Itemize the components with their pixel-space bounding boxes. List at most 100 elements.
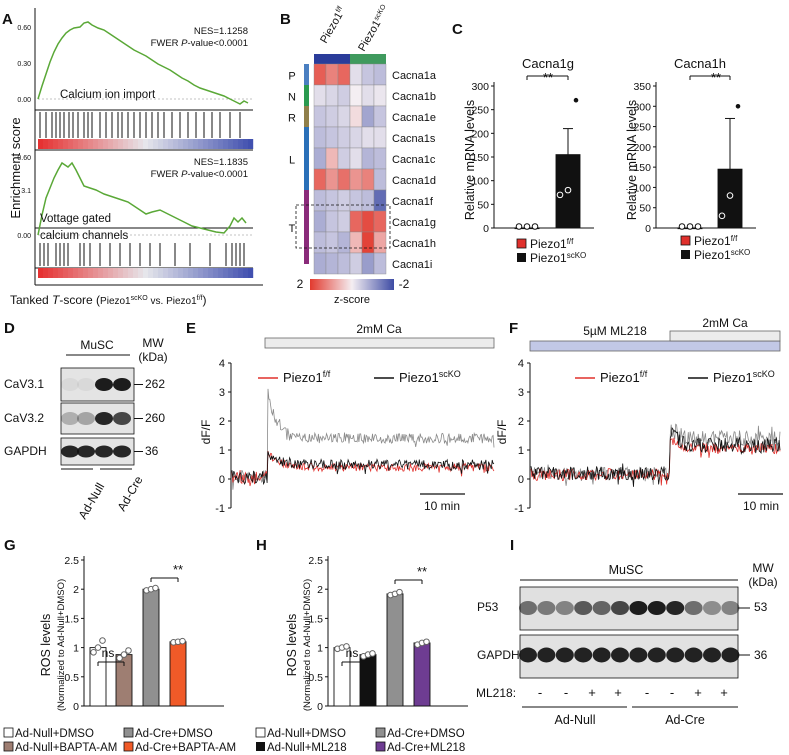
gsea-rank-cell bbox=[168, 139, 174, 149]
heatmap-cell bbox=[313, 63, 327, 86]
gsea-rank-cell bbox=[198, 268, 204, 278]
data-point bbox=[343, 643, 350, 650]
heatmap-cell bbox=[361, 189, 375, 212]
gsea-bot-hit-ticks bbox=[39, 243, 245, 266]
y-tick-label: 350 bbox=[633, 81, 651, 93]
gsea-rank-cell bbox=[248, 268, 254, 278]
gsea-rank-cell bbox=[48, 139, 54, 149]
heatmap-cell bbox=[361, 126, 375, 149]
blot-d-band bbox=[61, 445, 79, 458]
gsea-rank-cell bbox=[108, 268, 114, 278]
gsea-rank-cell bbox=[88, 268, 94, 278]
heatmap-gene-label: Cacna1e bbox=[392, 112, 436, 124]
panel-letter-f: F bbox=[509, 320, 518, 337]
gsea-rank-cell bbox=[248, 139, 254, 149]
data-point bbox=[125, 647, 132, 654]
heatmap-cell bbox=[373, 189, 387, 212]
heatmap-cell bbox=[349, 105, 363, 128]
blot-i-band-p53 bbox=[592, 601, 611, 615]
gsea-rank-cell bbox=[193, 139, 199, 149]
gsea-rank-cell bbox=[133, 268, 139, 278]
y-tick-label: 0 bbox=[645, 223, 651, 235]
heatmap-cell bbox=[349, 189, 363, 212]
bar bbox=[169, 641, 187, 707]
gsea-rank-cell bbox=[73, 139, 79, 149]
blot-i-band-p53 bbox=[574, 601, 593, 615]
data-point bbox=[726, 192, 734, 199]
blot-d-header: MuSC bbox=[80, 338, 114, 352]
heatmap-family-bar bbox=[304, 106, 309, 127]
heatmap-group-2: Piezo1scKO bbox=[356, 3, 392, 53]
blot-i-band-gapdh bbox=[647, 647, 666, 663]
blot-i-band-gapdh bbox=[703, 647, 721, 663]
e-scale-label: 10 min bbox=[424, 499, 460, 513]
gsea-top-tick-0: 0.60 bbox=[17, 25, 31, 32]
y-tick-label: 0 bbox=[317, 701, 323, 713]
h-legend-0: Ad-Null+DMSO bbox=[267, 728, 346, 740]
e-axis: -1 0 1 2 3 4 bbox=[215, 358, 232, 515]
g-legend-swatch-1 bbox=[3, 741, 14, 752]
gsea-rank-cell bbox=[228, 268, 234, 278]
blot-i-band-p53 bbox=[703, 601, 721, 615]
heatmap-family-label: R bbox=[288, 113, 296, 125]
y-tick-label: 300 bbox=[471, 81, 489, 93]
trace-y-tick-label: 1 bbox=[518, 445, 524, 457]
f-calcium-bar bbox=[669, 330, 781, 342]
gsea-rank-cell bbox=[98, 268, 104, 278]
heatmap-cell bbox=[349, 126, 363, 149]
e-ylabel: dF/F bbox=[199, 420, 213, 445]
blot-d-row-0: CaV3.1 bbox=[4, 377, 44, 391]
gsea-rank-cell bbox=[188, 139, 194, 149]
blot-d-group-1: Ad-Null bbox=[75, 480, 107, 521]
trace-y-tick-label: 2 bbox=[219, 416, 225, 428]
heatmap-gene-label: Cacna1g bbox=[392, 217, 436, 229]
heatmap-family-label: L bbox=[289, 155, 295, 167]
g-legend-1: Ad-Null+BAPTA-AM bbox=[15, 742, 117, 754]
heatmap-cell bbox=[349, 147, 363, 170]
heatmap-cell bbox=[337, 231, 351, 254]
gsea-rank-cell bbox=[193, 268, 199, 278]
trace-y-tick-label: 1 bbox=[219, 445, 225, 457]
gsea-bot-term-1: Vottage gated bbox=[40, 213, 111, 225]
blot-i-treat-mark: + bbox=[588, 685, 596, 700]
gsea-rank-cell bbox=[178, 268, 184, 278]
gsea-rank-cell bbox=[128, 268, 134, 278]
gsea-rank-cell bbox=[203, 139, 209, 149]
panel-letter-g: G bbox=[4, 537, 16, 554]
heatmap-cell bbox=[325, 147, 339, 170]
heatmap-cell bbox=[373, 105, 387, 128]
heatmap-cell bbox=[325, 126, 339, 149]
y-tick-label: 0 bbox=[483, 223, 489, 235]
heatmap-cell bbox=[337, 210, 351, 233]
gsea-rank-cell bbox=[218, 139, 224, 149]
panel-letter-e: E bbox=[186, 320, 196, 337]
heatmap-gene-label: Cacna1b bbox=[392, 91, 436, 103]
heatmap-cell bbox=[313, 252, 327, 275]
trace-y-tick-label: 3 bbox=[219, 387, 225, 399]
f-scale-label: 10 min bbox=[743, 499, 779, 513]
heatmap-cell bbox=[313, 105, 327, 128]
heatmap-cell bbox=[373, 126, 387, 149]
zscore-colorbar bbox=[310, 279, 394, 290]
f-calcium-label: 2mM Ca bbox=[702, 316, 748, 330]
trace-y-tick-label: 0 bbox=[219, 474, 225, 486]
blot-d-band bbox=[61, 412, 79, 425]
y-tick-label: 50 bbox=[477, 199, 489, 211]
heatmap-cell bbox=[337, 126, 351, 149]
e-legend-1: Piezo1f/f bbox=[283, 369, 331, 385]
f-ml218-label: 5µM ML218 bbox=[583, 324, 647, 338]
blot-d-band bbox=[77, 412, 95, 425]
y-tick-label: 2 bbox=[317, 584, 323, 596]
blot-i-mw-1: 36 bbox=[754, 648, 768, 662]
blot-i-band-gapdh bbox=[721, 647, 740, 663]
y-tick-label: 2.5 bbox=[308, 555, 323, 567]
gsea-rank-cell bbox=[158, 268, 164, 278]
data-point bbox=[396, 588, 403, 596]
blot-d-band bbox=[77, 378, 95, 391]
y-tick-label: 150 bbox=[633, 162, 651, 174]
y-tick-label: 0 bbox=[73, 701, 79, 713]
heatmap-family-bar bbox=[304, 190, 309, 264]
gsea-rank-cell bbox=[43, 268, 49, 278]
blot-i-treat-row: - - + + - - + + bbox=[538, 685, 728, 700]
f-trace-black bbox=[530, 426, 781, 487]
